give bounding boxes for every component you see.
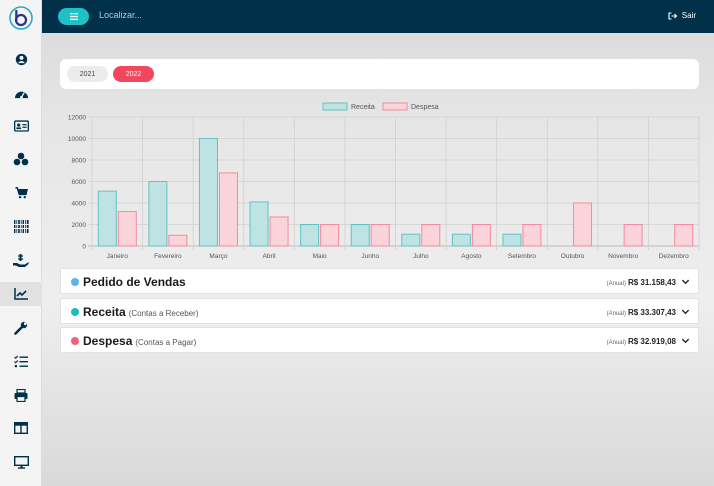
accordion-total: (Anual) R$ 31.158,43 [606,278,676,287]
bar-receita [502,233,522,247]
main-content [42,33,714,486]
bar-despesa [269,216,289,247]
y-tick-label: 6000 [72,179,87,186]
x-tick-label: Novembro [608,253,638,260]
bar-receita [249,201,269,247]
bar-receita [451,233,471,247]
bar-receita [300,224,320,247]
task-list-icon[interactable] [13,353,29,369]
chevron-down-icon[interactable] [681,307,690,316]
user-circle-icon[interactable] [13,51,29,67]
x-tick-label: Agosto [461,253,482,260]
bar-receita [198,138,218,247]
legend-swatch [382,102,408,111]
y-tick-label: 8000 [72,158,87,165]
boxes-icon[interactable] [13,151,29,167]
bar-receita [97,190,117,247]
y-tick-label: 12000 [68,115,86,122]
year-button-2022[interactable]: 2022 [113,66,154,82]
year-selector: 2021 2022 [60,59,699,89]
y-tick-label: 0 [82,244,86,251]
chevron-down-icon[interactable] [681,336,690,345]
dashboard-gauge-icon[interactable] [13,85,29,101]
bar-despesa [471,224,491,247]
hand-holding-money-icon[interactable] [13,252,29,268]
app-logo[interactable] [9,6,33,30]
accordion-total: (Anual) R$ 33.307,43 [606,308,676,317]
x-tick-label: Setembro [508,253,537,260]
revenue-expense-chart: 0 2000 4000 6000 8000 10000 12000 Janeiro Fevere… [68,102,700,260]
status-dot [71,278,79,286]
status-dot [71,308,79,316]
legend-swatch [322,102,348,111]
y-tick-label: 2000 [72,222,87,229]
accordion-receita[interactable]: Receita (Contas a Receber) (Anual) R$ 33.3… [60,298,699,324]
status-dot [71,337,79,345]
y-tick-label: 10000 [68,136,86,143]
sidebar [0,0,42,486]
year-button-2021[interactable]: 2021 [67,66,108,82]
menu-toggle-button[interactable] [58,8,89,25]
bar-despesa [522,224,542,247]
x-tick-label: Dezembro [659,253,689,260]
bar-despesa [573,202,593,247]
top-bar: Localizar... Sair [42,0,714,33]
table-layout-icon[interactable] [13,420,29,436]
x-tick-label: Maio [313,253,327,260]
id-card-icon[interactable] [13,118,29,134]
shopping-cart-icon[interactable] [13,185,29,201]
chevron-down-icon[interactable] [681,277,690,286]
accordion-title: Despesa (Contas a Pagar) [83,334,197,348]
accordion-despesa[interactable]: Despesa (Contas a Pagar) (Anual) R$ 32.919… [60,327,699,353]
x-tick-label: Janeiro [107,253,129,260]
accordion-pedido-de-vendas[interactable]: Pedido de Vendas (Anual) R$ 31.158,43 [60,268,699,294]
legend-label: Despesa [411,104,439,111]
bar-despesa [623,224,643,247]
x-tick-label: Março [209,253,227,260]
printer-icon[interactable] [13,387,29,403]
bar-receita [148,181,168,247]
hamburger-icon [69,13,78,20]
bar-despesa [168,234,188,247]
x-tick-label: Outubro [561,253,585,260]
x-tick-label: Julho [413,253,429,260]
bar-despesa [218,172,238,247]
search-input[interactable]: Localizar... [99,10,143,20]
legend-label: Receita [351,104,375,111]
logout-button[interactable]: Sair [668,11,696,20]
barcode-icon[interactable] [13,218,29,234]
x-tick-label: Junho [361,253,379,260]
bar-despesa [370,224,390,247]
x-tick-label: Fevereiro [154,253,182,260]
logout-icon [668,11,677,20]
bar-receita [350,224,370,247]
bar-despesa [117,211,137,247]
accordion-title: Receita (Contas a Receber) [83,305,199,319]
wrench-icon[interactable] [13,320,29,336]
accordion-title: Pedido de Vendas [83,275,186,289]
y-tick-label: 4000 [72,201,87,208]
x-tick-label: Abril [263,253,277,260]
monitor-icon[interactable] [13,454,29,470]
bar-despesa [421,224,441,247]
line-chart-icon[interactable] [13,286,29,302]
bar-receita [401,233,421,247]
bar-despesa [320,224,340,247]
bar-despesa [674,224,694,247]
accordion-total: (Anual) R$ 32.919,08 [606,337,676,346]
logout-label: Sair [681,11,696,20]
